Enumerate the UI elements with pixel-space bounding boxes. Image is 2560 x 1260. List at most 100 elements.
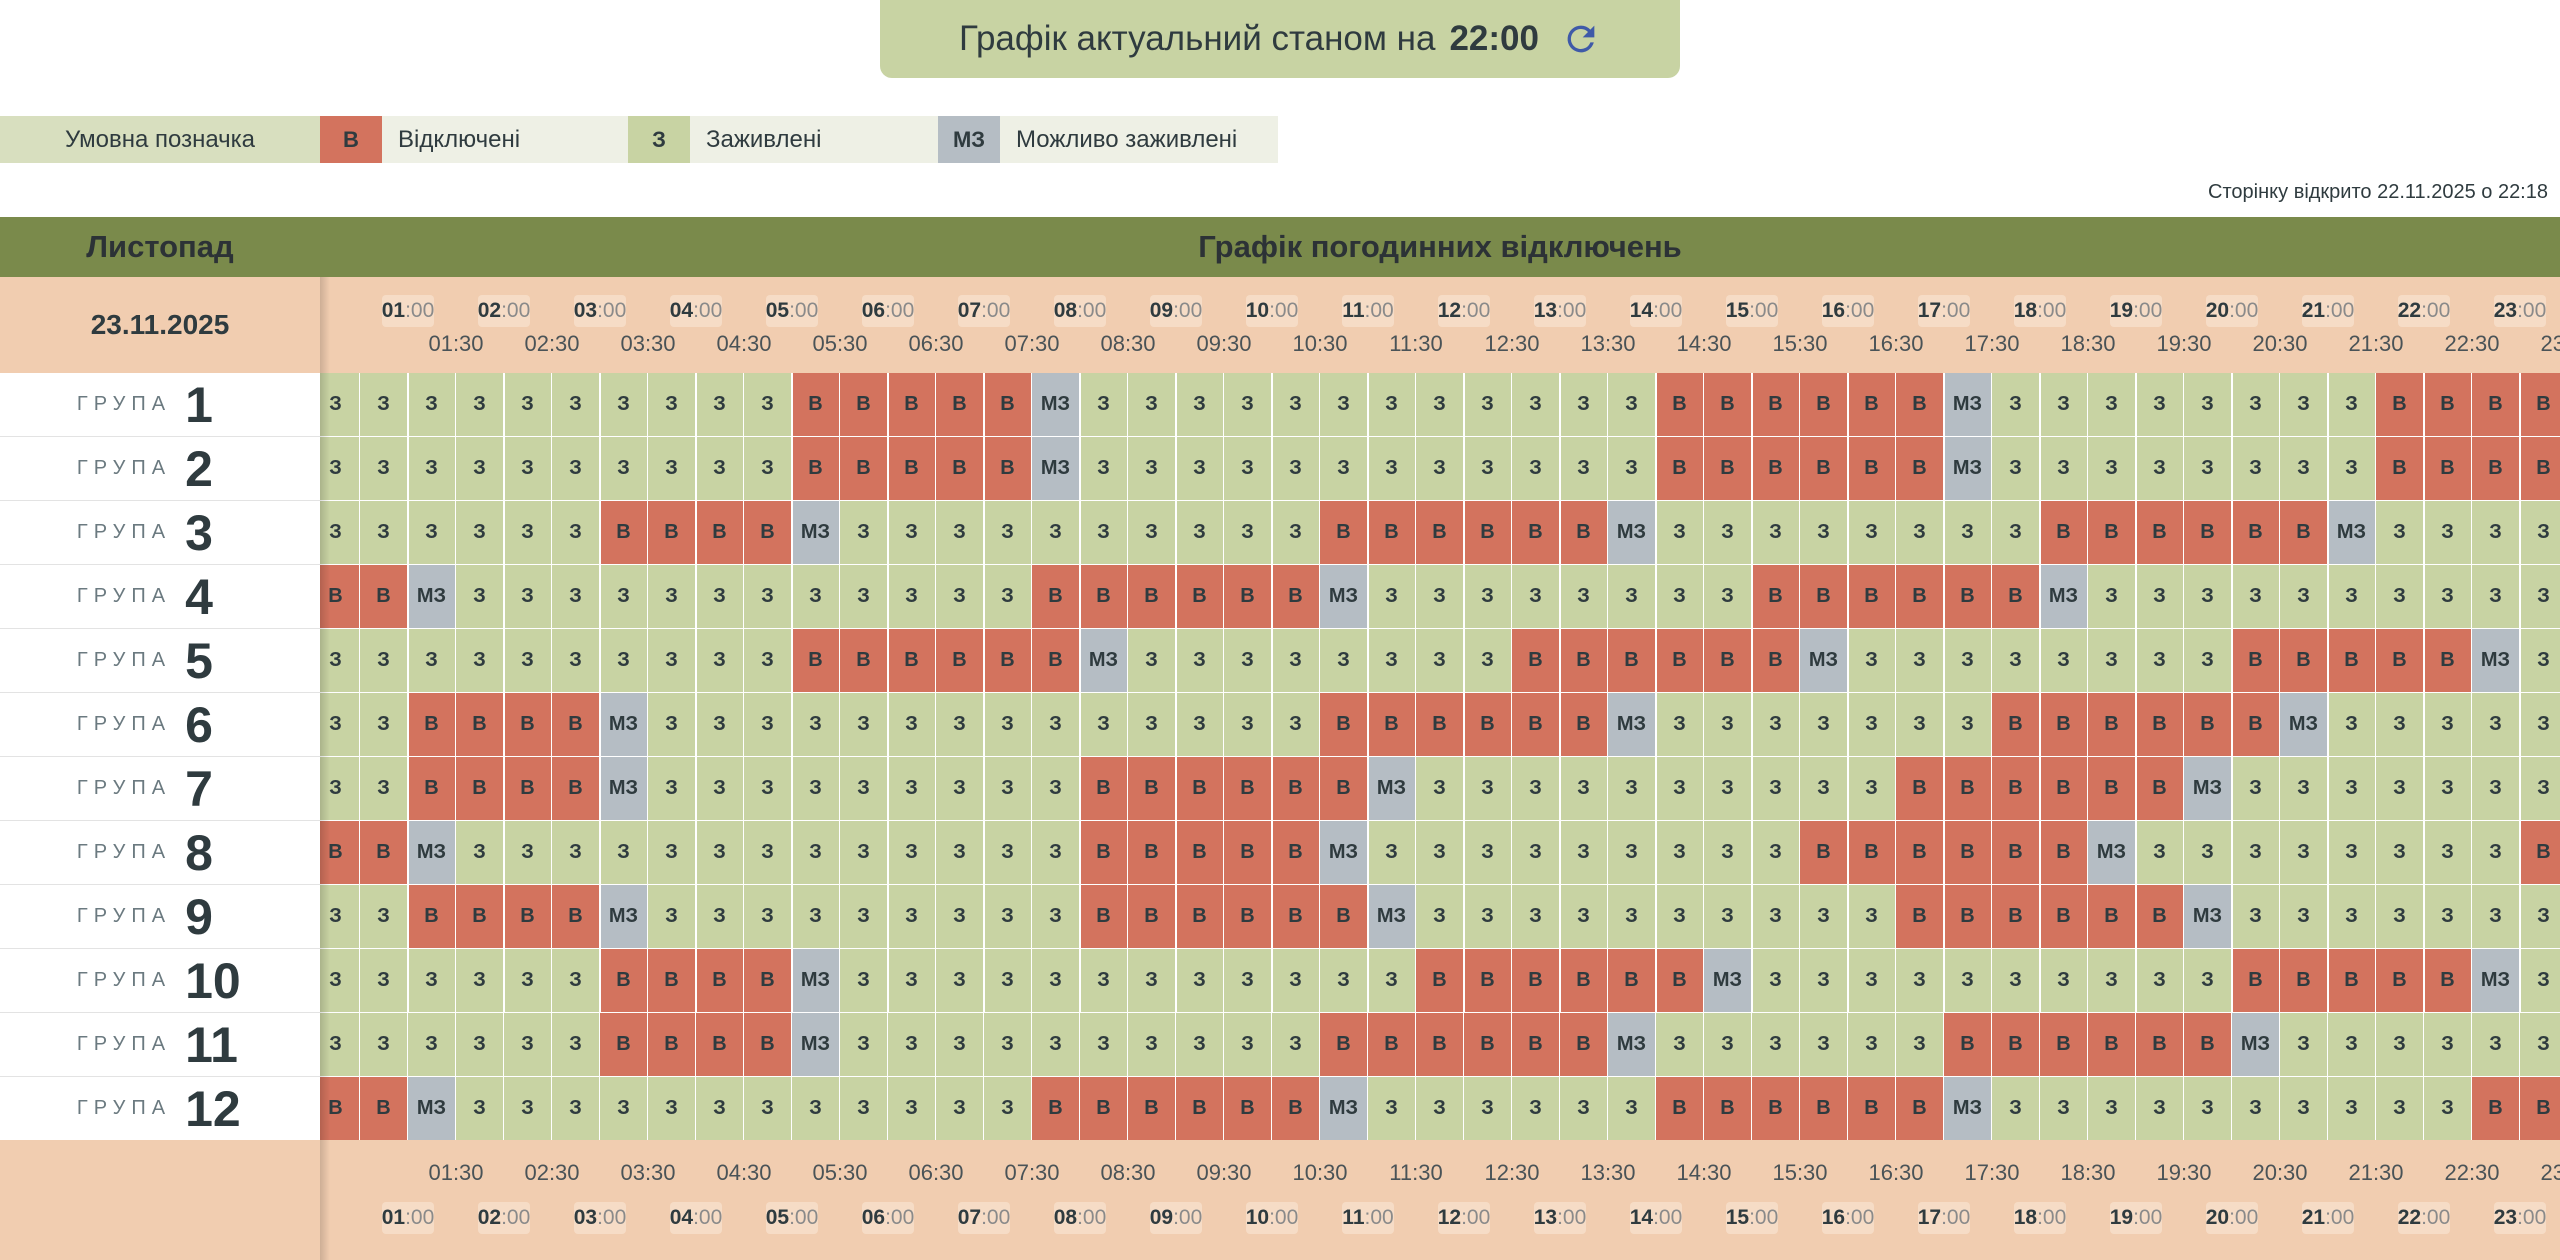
schedule-cell: В — [1848, 373, 1895, 436]
schedule-cell: З — [2184, 1077, 2231, 1140]
group-label-10: ГРУПА 10 — [0, 949, 320, 1013]
schedule-cell: В — [2328, 949, 2375, 1012]
footer-left-blank — [0, 1140, 320, 1260]
schedule-cell: З — [1128, 629, 1175, 692]
hour-suffix: :00 — [2517, 1206, 2547, 1229]
half-hour-label: 16:30 — [1868, 331, 1924, 356]
schedule-cell: З — [1992, 373, 2039, 436]
schedule-cell: В — [360, 821, 407, 884]
hour-value: 04 — [669, 1206, 694, 1229]
half-hour-label: 20:30 — [2252, 1160, 2308, 1185]
hour-value: 01 — [381, 299, 406, 322]
schedule-cell: В — [1128, 757, 1175, 820]
schedule-cell: МЗ — [2328, 501, 2375, 564]
schedule-cell: З — [552, 821, 599, 884]
schedule-cell: З — [1464, 629, 1511, 692]
hour-value: 23 — [2493, 299, 2518, 322]
schedule-cell: В — [1992, 885, 2039, 948]
schedule-cell: В — [552, 693, 599, 756]
schedule-cell: МЗ — [792, 501, 839, 564]
refresh-icon[interactable] — [1561, 19, 1601, 59]
hour-suffix: :00 — [1653, 299, 1683, 322]
schedule-cell: З — [1416, 757, 1463, 820]
schedule-cell: В — [408, 693, 455, 756]
schedule-cell: З — [984, 885, 1031, 948]
schedule-cell: З — [1128, 437, 1175, 500]
schedule-cell: В — [1704, 629, 1751, 692]
hour-label: 01:00 — [382, 1202, 434, 1234]
schedule-cell: В — [1560, 501, 1607, 564]
schedule-cell: З — [1800, 501, 1847, 564]
schedule-cell: МЗ — [1608, 501, 1655, 564]
schedule-cell: З — [792, 565, 839, 628]
schedule-cell: В — [1080, 1077, 1127, 1140]
half-hour-label: 02:30 — [524, 1160, 580, 1185]
schedule-cell: В — [1608, 629, 1655, 692]
schedule-cell: З — [1464, 373, 1511, 436]
schedule-cell: З — [2472, 565, 2519, 628]
schedule-cell: З — [2232, 565, 2279, 628]
schedule-cell: З — [792, 693, 839, 756]
hour-divider — [1463, 373, 1465, 1013]
schedule-cell: З — [320, 949, 359, 1012]
legend-code-on: З — [628, 116, 690, 163]
banner-prefix: Графік актуальний станом на — [958, 19, 1436, 58]
schedule-cell: В — [1896, 821, 1943, 884]
schedule-cell: З — [2376, 1013, 2423, 1076]
schedule-cell: В — [1608, 949, 1655, 1012]
half-hour-label: 08:30 — [1100, 1160, 1156, 1185]
schedule-cell: В — [2376, 373, 2423, 436]
schedule-cell: З — [2328, 373, 2375, 436]
schedule-cell: В — [2040, 693, 2087, 756]
schedule-cell: З — [1224, 693, 1271, 756]
schedule-cell: З — [1608, 565, 1655, 628]
schedule-cell: З — [2520, 693, 2560, 756]
half-hour-label: 11:30 — [1389, 1160, 1443, 1185]
schedule-cell: В — [1848, 565, 1895, 628]
schedule-cell: З — [2472, 821, 2519, 884]
schedule-cell: В — [1896, 757, 1943, 820]
group-number: 3 — [185, 504, 213, 561]
hour-label: 02:00 — [478, 295, 530, 327]
hour-suffix: :00 — [981, 299, 1011, 322]
hour-label: 02:00 — [478, 1202, 530, 1234]
schedule-cell: З — [1656, 821, 1703, 884]
schedule-cell: МЗ — [2040, 565, 2087, 628]
schedule-cell: З — [984, 1013, 1031, 1076]
schedule-cell: З — [2424, 757, 2471, 820]
schedule-cell: З — [648, 437, 695, 500]
hour-value: 12 — [1437, 299, 1462, 322]
hour-label: 10:00 — [1246, 1202, 1298, 1234]
schedule-cell: В — [2136, 693, 2183, 756]
schedule-cell: З — [2472, 501, 2519, 564]
schedule-cell: В — [552, 757, 599, 820]
schedule-cell: З — [2472, 757, 2519, 820]
schedule-cell: В — [1512, 501, 1559, 564]
schedule-cell: В — [1032, 629, 1079, 692]
hour-label: 15:00 — [1726, 295, 1778, 327]
half-hour-label: 07:30 — [1004, 331, 1060, 356]
schedule-cell: З — [1560, 1077, 1607, 1140]
hour-label: 06:00 — [862, 1202, 914, 1234]
schedule-cell: В — [696, 1013, 743, 1076]
schedule-cell: В — [888, 629, 935, 692]
schedule-cell: В — [456, 693, 503, 756]
schedule-cell: З — [696, 373, 743, 436]
schedule-cell: В — [984, 437, 1031, 500]
schedule-cell: З — [1224, 437, 1271, 500]
hour-divider — [407, 373, 409, 1013]
schedule-cell: З — [696, 757, 743, 820]
schedule-cell: З — [1704, 821, 1751, 884]
half-hour-label: 12:30 — [1484, 1160, 1540, 1185]
hour-divider — [1751, 373, 1753, 1013]
schedule-cell: З — [360, 693, 407, 756]
schedule-grid: 01:00 02:00 03:00 04:00 05:00 06:00 07:00 08:00… — [320, 277, 2560, 1260]
schedule-cell: В — [1224, 565, 1271, 628]
hour-label: 05:00 — [766, 295, 818, 327]
schedule-cell: В — [2088, 885, 2135, 948]
half-hour-label: 03:30 — [620, 1160, 676, 1185]
hour-value: 07 — [957, 1206, 982, 1229]
schedule-cell: З — [1800, 757, 1847, 820]
schedule-cell: З — [744, 565, 791, 628]
schedule-cell: В — [408, 757, 455, 820]
